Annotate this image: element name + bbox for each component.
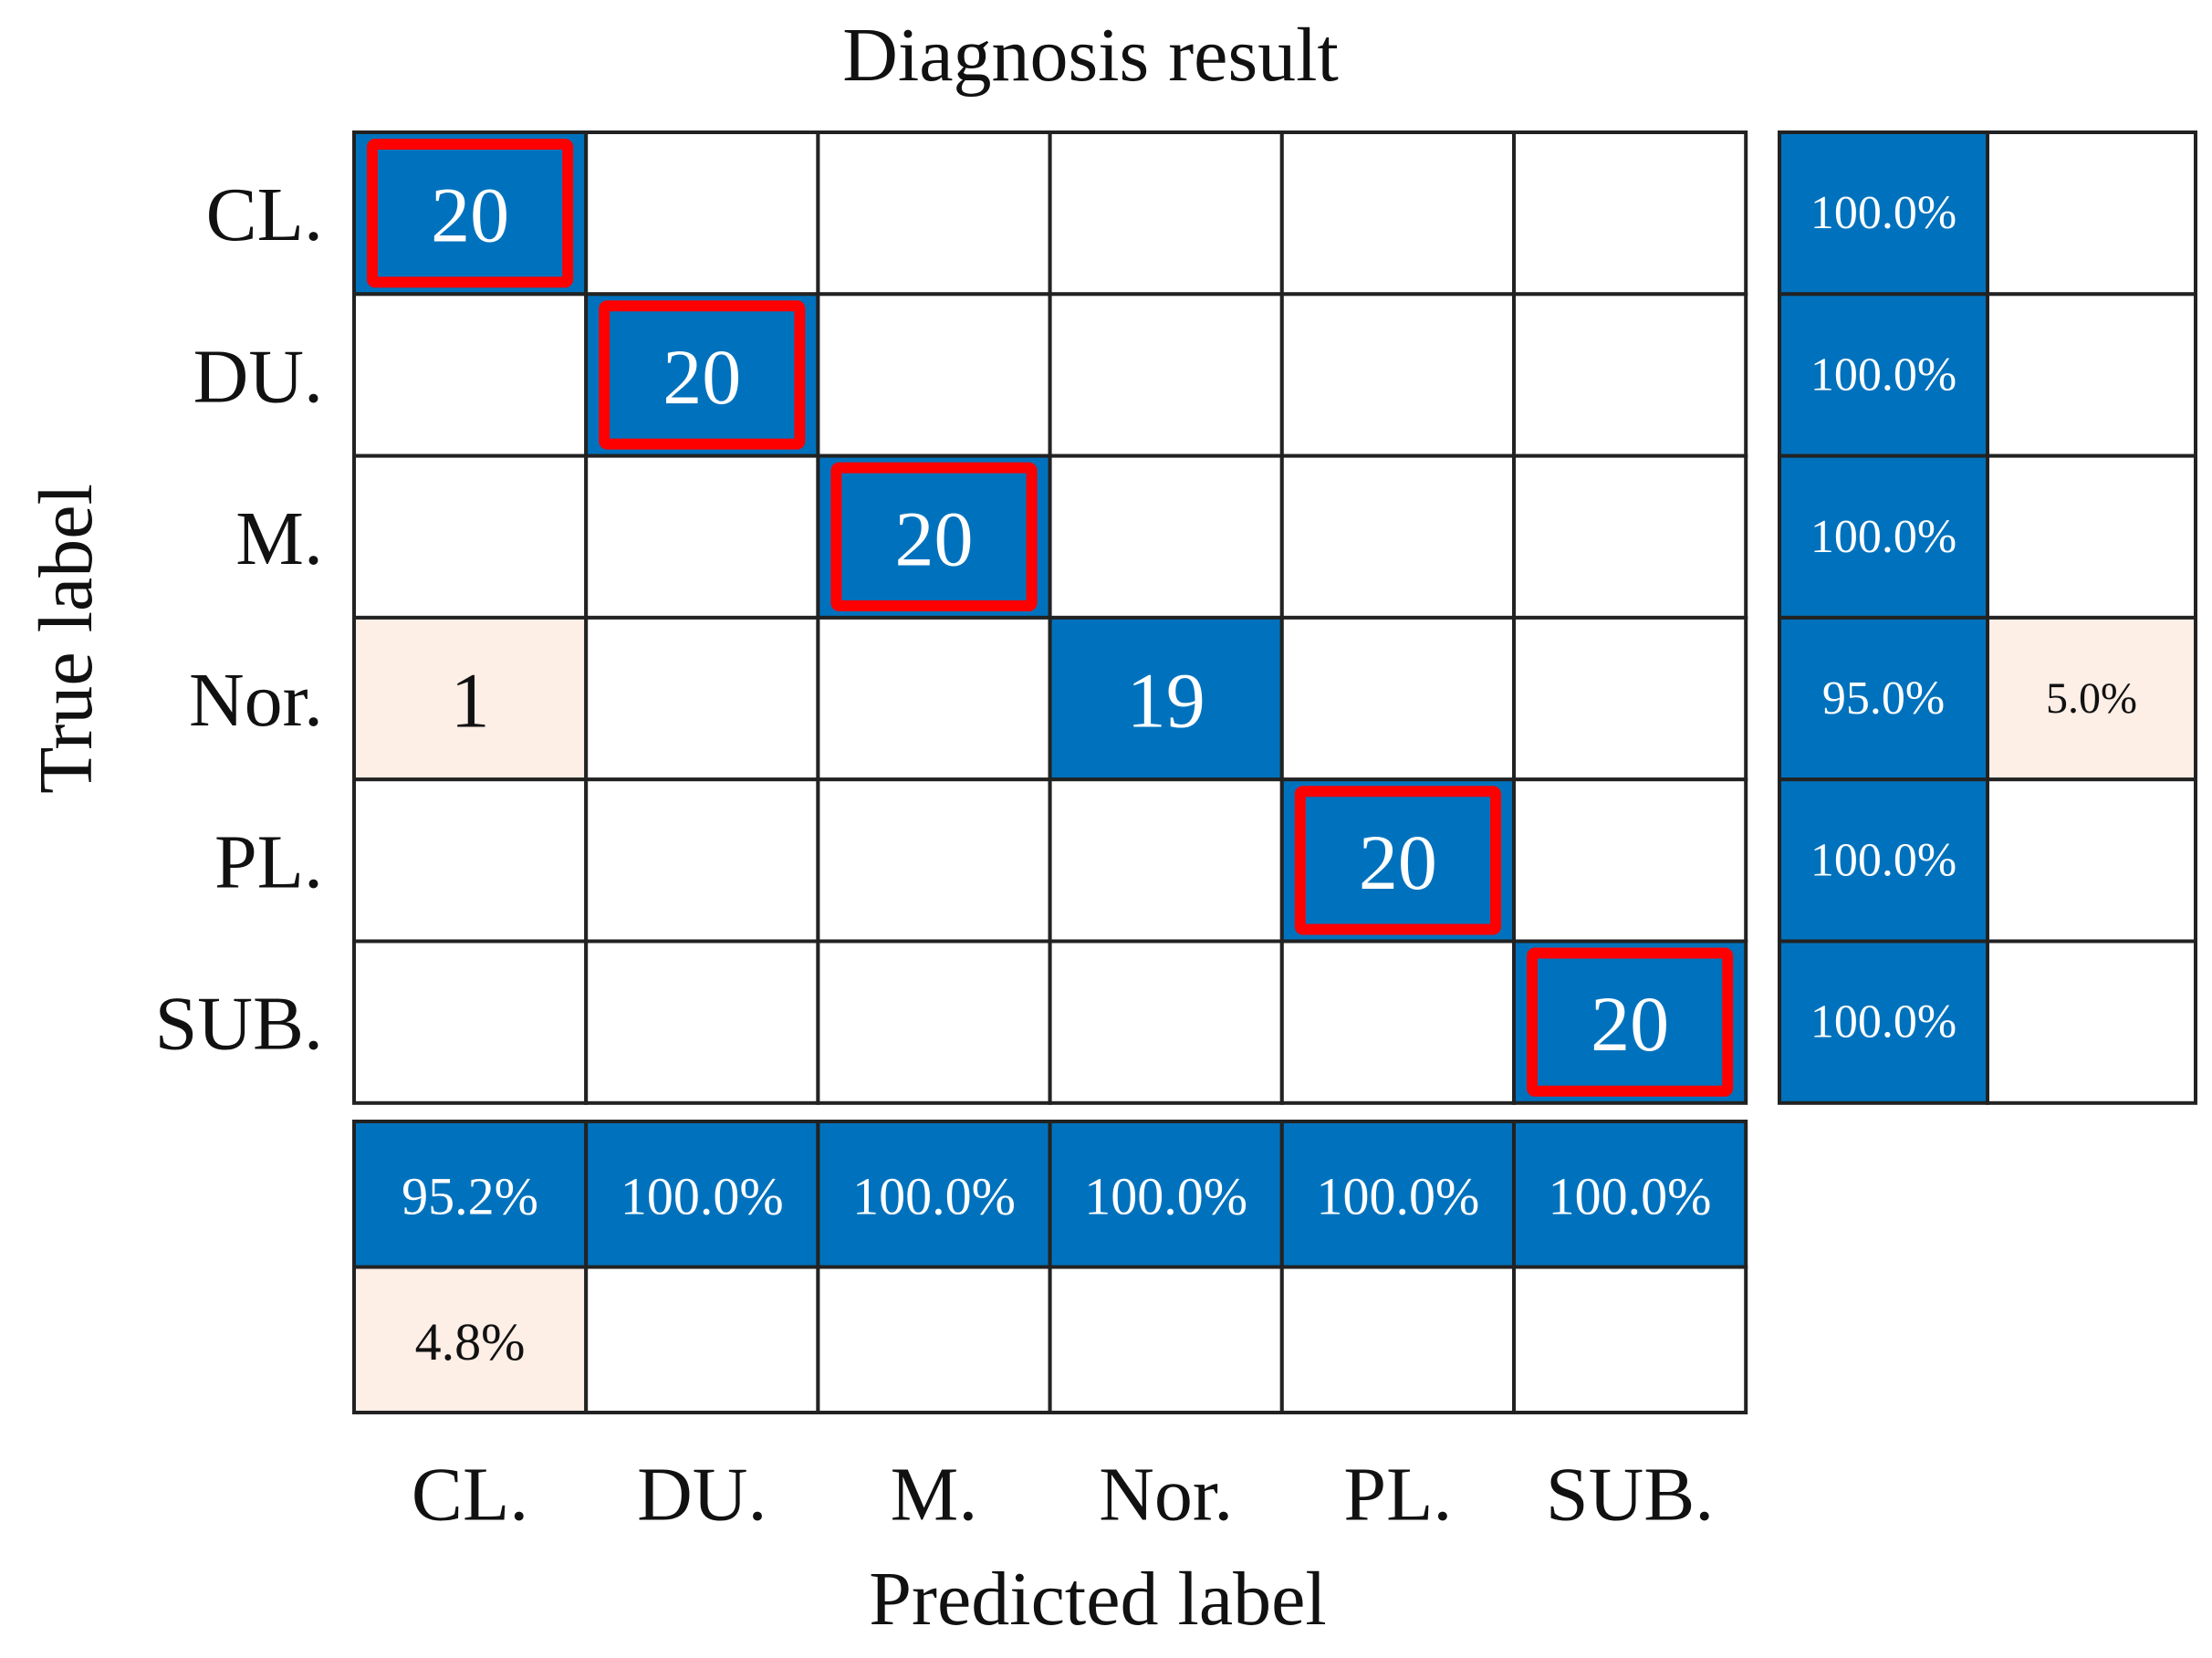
matrix-cell (584, 939, 820, 1105)
column-summary-cell (816, 1120, 1052, 1269)
row-summary-cell (1986, 292, 2197, 458)
row-summary-cell (1778, 939, 1989, 1105)
matrix-cell (1512, 292, 1748, 458)
x-axis-label: Predicted label (869, 1557, 1326, 1642)
column-summary-value: 100.0% (621, 1166, 784, 1225)
column-summary-value: 100.0% (1549, 1166, 1712, 1225)
column-summary-cell (584, 1120, 820, 1269)
row-summary-cell (1778, 777, 1989, 944)
column-summary-cell (1279, 1265, 1517, 1414)
row-summary-cell (1986, 454, 2197, 620)
highlight-box (1294, 786, 1502, 935)
row-summary-value: 100.0% (1810, 187, 1956, 239)
column-summary-cell (352, 1120, 589, 1269)
column-summary-cell (1512, 1265, 1748, 1414)
matrix-cell (584, 615, 820, 782)
matrix-cell (1512, 777, 1748, 944)
matrix-cell (1048, 292, 1284, 458)
y-tick-label: Nor. (189, 658, 323, 743)
matrix-cell (352, 130, 589, 297)
matrix-cell (1048, 777, 1284, 944)
row-summary-cell (1986, 130, 2197, 297)
matrix-cell (352, 292, 589, 458)
matrix-cell (1048, 939, 1284, 1105)
column-summary-cell (1512, 1120, 1748, 1269)
cell-value: 1 (451, 657, 490, 745)
matrix-cell (816, 454, 1052, 620)
cell-value: 20 (895, 495, 974, 582)
matrix-cell (584, 130, 820, 297)
matrix-cell (1279, 454, 1517, 620)
row-summary-cell (1986, 939, 2197, 1105)
column-summary-value: 95.2% (402, 1166, 538, 1225)
column-summary-cell (1048, 1120, 1284, 1269)
matrix-cell (1279, 292, 1517, 458)
matrix-cell (352, 454, 589, 620)
row-summary-value: 100.0% (1810, 349, 1956, 401)
x-tick-label: DU. (637, 1453, 767, 1538)
row-summary-cell (1778, 454, 1989, 620)
y-axis-label: True label (24, 484, 109, 794)
matrix-cell (352, 777, 589, 944)
y-tick-label: M. (235, 496, 323, 581)
highlight-box (367, 139, 574, 288)
column-summary-cell (1048, 1265, 1284, 1414)
column-summary-cell (584, 1265, 820, 1414)
row-summary-value: 100.0% (1810, 996, 1956, 1048)
matrix-cell (584, 454, 820, 620)
row-summary-value: 5.0% (2046, 674, 2137, 723)
matrix-cell (1512, 130, 1748, 297)
y-tick-label: SUB. (155, 982, 323, 1067)
matrix-cell (1512, 939, 1748, 1105)
row-summary-value: 100.0% (1810, 511, 1956, 563)
highlight-box (599, 300, 806, 450)
row-summary-value: 95.0% (1822, 673, 1945, 725)
cell-value: 20 (1591, 980, 1669, 1068)
row-summary-cell (1986, 615, 2197, 782)
matrix-cell (1279, 130, 1517, 297)
x-tick-label: PL. (1343, 1453, 1452, 1538)
matrix-cell (352, 939, 589, 1105)
row-summary-cell (1986, 777, 2197, 944)
column-summary-value: 100.0% (852, 1166, 1016, 1225)
x-tick-label: CL. (412, 1453, 528, 1538)
column-summary-cell (816, 1265, 1052, 1414)
cell-value: 20 (431, 172, 509, 259)
matrix-cell (1279, 777, 1517, 944)
x-tick-label: M. (891, 1453, 978, 1538)
matrix-cell (816, 939, 1052, 1105)
highlight-box (1527, 947, 1734, 1097)
matrix-cell (816, 292, 1052, 458)
column-summary-value: 100.0% (1084, 1166, 1247, 1225)
y-tick-label: CL. (206, 172, 323, 257)
matrix-cell (1279, 615, 1517, 782)
matrix-cell (1048, 130, 1284, 297)
row-summary-cell (1778, 130, 1989, 297)
row-summary-cell (1778, 615, 1989, 782)
matrix-cell (584, 292, 820, 458)
x-tick-label: SUB. (1546, 1453, 1714, 1538)
column-summary-cell (352, 1265, 589, 1414)
matrix-cell (816, 130, 1052, 297)
matrix-cell (816, 777, 1052, 944)
row-summary-value: 100.0% (1810, 834, 1956, 886)
column-summary-value: 100.0% (1316, 1166, 1479, 1225)
matrix-cell (816, 615, 1052, 782)
y-tick-label: PL. (214, 819, 323, 904)
y-tick-label: DU. (193, 334, 323, 419)
matrix-cell (584, 777, 820, 944)
chart-title: Diagnosis result (842, 13, 1339, 98)
cell-value: 19 (1127, 657, 1205, 745)
matrix-cell (1048, 454, 1284, 620)
column-summary-cell (1279, 1120, 1517, 1269)
cell-value: 20 (663, 333, 741, 421)
highlight-box (830, 462, 1038, 611)
matrix-cell (1512, 454, 1748, 620)
cell-value: 20 (1359, 819, 1437, 906)
matrix-cell (1512, 615, 1748, 782)
x-tick-label: Nor. (1099, 1453, 1233, 1538)
column-summary-value: 4.8% (415, 1312, 526, 1371)
matrix-cell (1279, 939, 1517, 1105)
